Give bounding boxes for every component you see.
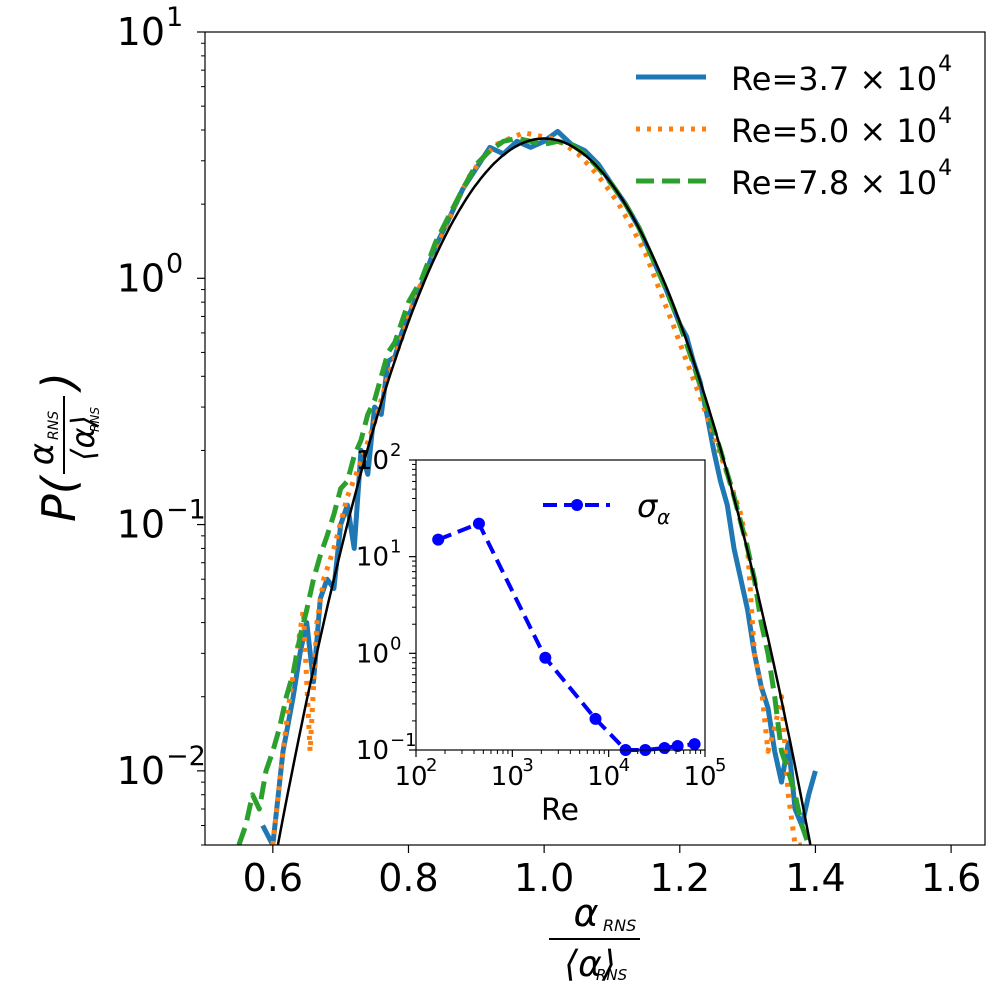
inset-data-point	[539, 651, 552, 664]
y-tick-label: 10	[117, 503, 165, 547]
inset-x-tick-label: 10	[491, 762, 524, 792]
svg-text:⟨α⟩: ⟨α⟩	[564, 944, 616, 985]
inset-frame	[415, 459, 706, 751]
plot-frame	[204, 31, 986, 846]
inset-data-point	[589, 712, 602, 725]
legend-label: Re=5.0 × 10	[731, 112, 937, 150]
svg-text:RNS: RNS	[596, 966, 628, 984]
svg-text:α: α	[22, 443, 62, 465]
series-line-2	[270, 130, 802, 845]
inset-data-point	[472, 517, 485, 530]
svg-text:RNS: RNS	[88, 407, 102, 432]
inset-data-point	[671, 739, 684, 752]
inset-x-tick-label: 10	[587, 762, 620, 792]
inset-data-point	[688, 738, 701, 751]
inset-x-tick-label: 10	[394, 762, 427, 792]
svg-text:): )	[32, 372, 86, 393]
svg-text:P(: P(	[32, 474, 86, 522]
inset-y-tick-exponent: 2	[390, 440, 401, 461]
legend-label: Re=3.7 × 10	[731, 60, 937, 98]
legend-label-exponent: 4	[938, 104, 952, 129]
series-line-fit	[276, 137, 812, 845]
y-tick-exponent: 1	[166, 2, 183, 33]
svg-text:RNS: RNS	[46, 411, 62, 440]
inset-y-tick-exponent: 1	[390, 537, 401, 558]
inset-legend-label: σ	[637, 487, 659, 525]
main-series-group	[236, 128, 818, 845]
inset-y-tick-label: 10	[356, 736, 389, 766]
x-tick-label: 1.4	[785, 856, 845, 900]
inset-x-tick-exponent: 4	[619, 755, 630, 776]
inset-data-point	[658, 741, 671, 754]
inset-x-tick-exponent: 2	[426, 755, 437, 776]
inset-legend-marker	[571, 499, 583, 511]
x-tick-label: 1.2	[650, 856, 710, 900]
inset-x-tick-exponent: 5	[715, 755, 726, 776]
y-tick-exponent: −2	[166, 741, 206, 772]
inset-y-tick-label: 10	[356, 543, 389, 573]
svg-text:α: α	[573, 891, 598, 935]
y-tick-label: 10	[117, 256, 165, 300]
legend-label-exponent: 4	[938, 156, 952, 181]
inset-data-point	[432, 533, 445, 546]
y-axis-label: P( α RNS ⟨α⟩RNS)	[22, 372, 102, 522]
inset-x-tick-label: 10	[683, 762, 716, 792]
svg-text:RNS: RNS	[603, 916, 636, 935]
x-tick-label: 0.8	[378, 856, 438, 900]
y-tick-exponent: −1	[166, 495, 206, 526]
y-tick-label: 10	[117, 10, 165, 54]
legend-label: Re=7.8 × 10	[731, 164, 937, 202]
svg-text:⟨α⟩: ⟨α⟩	[64, 415, 102, 461]
inset-x-tick-exponent: 3	[522, 755, 533, 776]
inset-legend-subscript: α	[657, 505, 670, 529]
inset-background	[416, 460, 705, 750]
legend-label-exponent: 4	[938, 52, 952, 77]
x-axis-label: α RNS⟨α⟩RNS	[549, 891, 640, 985]
inset-y-tick-label: 10	[356, 446, 389, 476]
inset-x-axis-label: Re	[541, 793, 579, 828]
inset-y-tick-exponent: 0	[390, 633, 401, 654]
x-tick-label: 1.0	[514, 856, 574, 900]
series-line-3	[236, 135, 812, 845]
y-tick-label: 10	[117, 749, 165, 793]
inset-y-tick-label: 10	[356, 639, 389, 669]
inset-y-tick-exponent: −1	[390, 730, 417, 751]
y-tick-exponent: 0	[166, 248, 183, 279]
x-tick-label: 0.6	[243, 856, 303, 900]
x-tick-label: 1.6	[921, 856, 981, 900]
